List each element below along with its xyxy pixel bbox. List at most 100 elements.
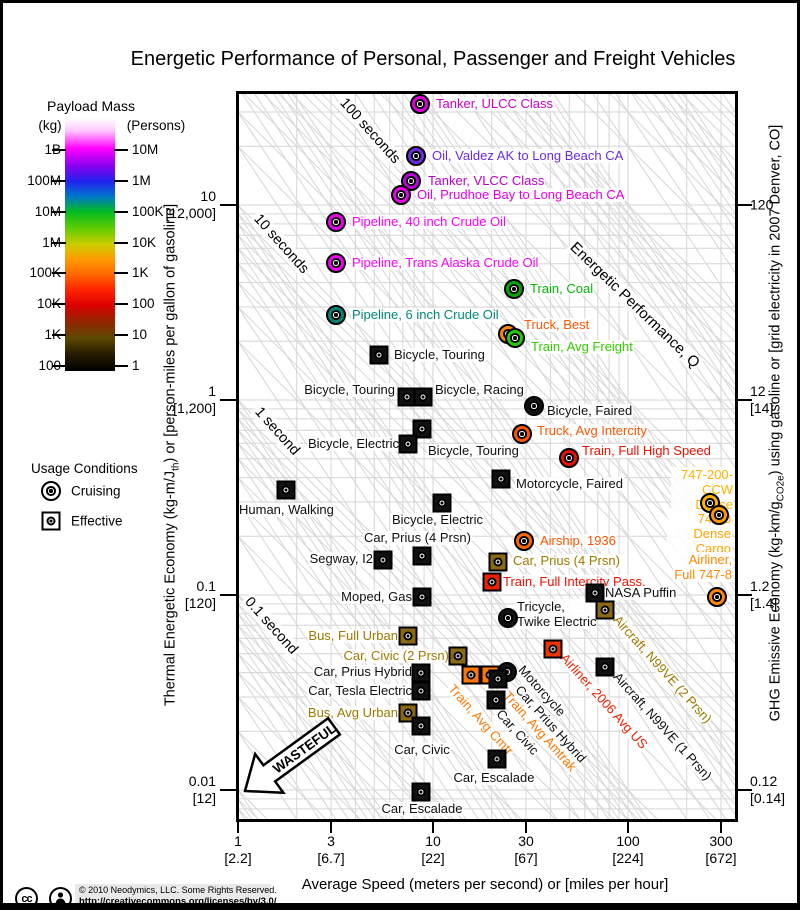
marker-dot [49,519,53,523]
person-glyph [55,892,66,903]
colorbar-persons-label: 1 [132,358,140,374]
marker-dot [414,154,418,158]
data-point-label: Truck, Best [523,317,591,332]
marker-dot [377,353,381,357]
marker-inner-ring [453,651,463,661]
data-point-label: Bus, Full Urban [307,628,399,643]
data-point-marker [448,646,468,666]
marker-dot [520,432,524,436]
data-point-label: Train, Coal [529,281,595,296]
usage-legend-label: Effective [71,513,123,529]
marker-dot [419,689,423,693]
data-point-marker [326,305,346,325]
data-point-label: Tanker, ULCC Class [435,96,555,111]
data-point-marker [411,782,431,802]
marker-inner-ring [402,392,412,402]
x-tick [626,819,630,833]
data-point-label: Pipeline, 6 inch Crude Oil [351,307,500,322]
marker-dot [603,665,607,669]
data-point-label: Airliner, Full 747-8 [673,552,733,582]
cc-icon: cc [15,887,38,905]
cc-icon-label: cc [21,892,32,905]
data-point-marker [585,583,605,603]
y-left-tick-label: 1 [1,200] [173,383,216,416]
y-left-title-post: ) or [person-miles per gallon of gasolin… [162,203,179,463]
data-point-label: Car, Escalade [452,770,536,785]
colorbar-tick [52,210,66,213]
data-point-label: Car, Prius Hybrid [312,664,413,679]
marker-inner-ring [519,536,529,546]
marker-inner-ring [491,695,501,705]
colorbar-tick [52,179,66,182]
marker-dot [512,287,516,291]
marker-inner-ring [46,486,56,496]
marker-inner-ring [416,721,426,731]
colorbar-tick [114,365,128,368]
marker-dot [603,608,607,612]
data-point-marker [412,587,432,607]
wasteful-arrow: WASTEFUL [243,716,342,795]
marker-dot [381,558,385,562]
marker-dot [506,616,510,620]
data-point-marker [707,587,727,607]
y-left-tick-label: 0.01 [12] [188,773,216,806]
colorbar-persons-label: 100K [132,203,164,219]
data-point-marker [391,185,411,205]
x-tick-label: 300 [672] [705,833,737,866]
marker-dot [551,647,555,651]
data-point-marker [504,279,524,299]
colorbar-persons-label: 10K [132,234,157,250]
marker-inner-ring [417,424,427,434]
marker-inner-ring [331,217,341,227]
data-point-label: Oil, Valdez AK to Long Beach CA [431,148,625,163]
colorbar-kg-label: 10M [34,203,61,219]
marker-dot [406,711,410,715]
data-point-marker [398,626,418,646]
marker-dot [496,677,500,681]
data-point-label: Car, Civic (2 Prsn) [342,648,450,663]
colorbar-kg-label: 100K [29,265,61,281]
data-point-label: Pipeline, Trans Alaska Crude Oil [351,255,540,270]
marker-inner-ring [418,392,428,402]
data-point-marker [488,552,508,572]
x-tick [236,819,240,833]
data-point-label: Bicycle, Touring [393,347,486,362]
data-point-label: Car, Tesla Electric [307,683,413,698]
colorbar-kg-label: 100 [38,358,61,374]
marker-dot [405,395,409,399]
colorbar-tick [114,149,128,151]
data-point-label: Train, Full High Speed [581,443,712,458]
x-tick [329,819,333,833]
marker-inner-ring [331,258,341,268]
data-point-marker [488,669,508,689]
data-point-label: Train, Full Intercity Pass. [502,574,647,589]
marker-dot [334,261,338,265]
marker-dot [418,102,422,106]
y-left-tick-label: 0.1 [120] [184,578,216,611]
marker-inner-ring [396,190,406,200]
data-point-marker [369,345,389,365]
colorbar-tick [52,241,66,244]
data-point-label: Bicycle, Electric [306,436,400,451]
colorbar-kg-label: 1M [42,234,61,250]
marker-dot [469,673,473,677]
marker-dot [409,179,413,183]
marker-inner-ring [529,401,539,411]
marker-inner-ring [437,498,447,508]
marker-dot [496,560,500,564]
marker-dot [456,654,460,658]
y-right-tick-label: 12 [14] [750,383,774,416]
copyright-text: © 2010 Neodymics, LLC. Some Rights Reser… [79,885,277,895]
data-point-label: Bicycle, Touring [303,382,396,397]
marker-inner-ring [503,613,513,623]
colorbar-persons-label: 10 [132,327,148,343]
x-tick-label: 10 [22] [421,833,445,866]
data-point-marker [411,681,431,701]
data-point-label: Truck, Avg Intercity [536,423,648,438]
x-tick-label: 3 [6.7] [317,833,345,866]
data-point-marker [486,690,506,710]
marker-inner-ring [378,555,388,565]
marker-dot [715,595,719,599]
y-right-tick-label: 120 [750,196,774,213]
marker-inner-ring [510,333,520,343]
